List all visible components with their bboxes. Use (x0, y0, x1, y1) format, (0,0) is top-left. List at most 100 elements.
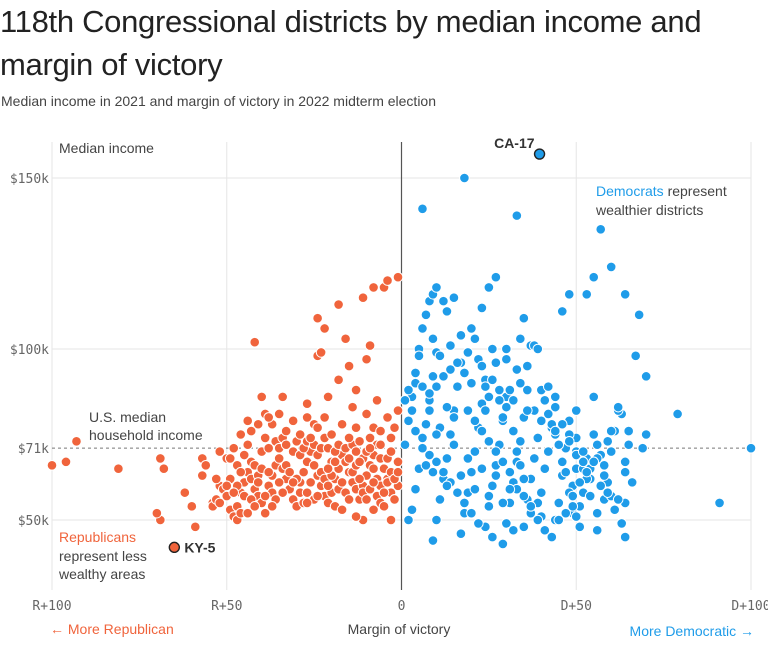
democratic-district-point (427, 371, 439, 382)
democratic-district-point (623, 439, 634, 451)
republican-district-point (343, 360, 355, 372)
democratic-district-point (459, 497, 470, 509)
democratic-district-point (483, 391, 495, 403)
democratic-district-point (501, 353, 512, 365)
democratic-district-point (434, 494, 446, 505)
democratic-district-point (591, 439, 603, 451)
democratic-district-point (410, 483, 421, 495)
democratic-district-point (522, 405, 533, 416)
democratic-district-point (501, 343, 512, 355)
republican-district-point (319, 412, 330, 423)
democratic-district-point (438, 371, 449, 382)
democratic-district-point (452, 381, 463, 392)
democratic-district-point (602, 436, 614, 447)
democratic-district-point (445, 429, 456, 440)
democratic-district-point (515, 436, 526, 447)
democratic-district-point (616, 518, 627, 529)
democratic-district-point (403, 384, 414, 396)
republican-district-point (242, 439, 254, 451)
democratic-district-point (441, 480, 453, 492)
republican-district-point (214, 497, 226, 509)
republican-district-point (333, 374, 344, 386)
democratic-district-point (539, 395, 551, 406)
republican-district-point (179, 487, 191, 498)
x-tick-label: R+50 (211, 599, 242, 614)
republican-district-point (378, 501, 390, 512)
republican-district-point (392, 466, 404, 478)
democratic-district-point (424, 388, 435, 399)
republican-district-point (287, 415, 299, 427)
republican-district-point (343, 432, 355, 444)
democratic-district-point (497, 538, 509, 550)
democratic-district-point (431, 381, 442, 392)
democratic-district-point (448, 412, 460, 423)
democratic-district-point (469, 483, 481, 495)
republican-district-point (263, 466, 274, 478)
democratic-district-point (553, 514, 565, 526)
democratic-district-point (588, 429, 600, 440)
republican-district-point (392, 456, 404, 468)
republican-district-point (249, 336, 261, 348)
republican-district-point (333, 299, 344, 310)
democratic-district-point (459, 367, 470, 379)
democratic-district-point (542, 408, 554, 420)
democratic-district-point (612, 494, 624, 505)
democratic-district-point (609, 504, 620, 516)
democratic-district-point (612, 401, 624, 413)
democratic-district-point (518, 473, 530, 485)
democratic-district-point (480, 405, 491, 416)
democratic-district-point (420, 309, 432, 321)
republican-district-point (263, 412, 274, 423)
democratic-district-point (626, 477, 638, 488)
democratic-district-point (438, 466, 449, 478)
democratic-district-point (619, 456, 631, 468)
republican-district-point (350, 384, 362, 396)
republican-district-point (354, 436, 365, 447)
republican-district-point (301, 497, 313, 509)
democratic-district-point (476, 360, 488, 372)
democratic-district-point (427, 333, 439, 345)
republican-district-point (350, 422, 362, 433)
democratic-district-point (511, 446, 523, 457)
democratic-district-point (508, 395, 519, 406)
republican-district-point (361, 353, 372, 365)
democratic-district-point (476, 302, 488, 314)
democratic-district-point (588, 391, 600, 403)
republican-district-point (245, 425, 257, 437)
republican-district-point (343, 453, 355, 464)
democratic-district-point (494, 384, 505, 396)
democratic-district-point (483, 490, 495, 502)
republican-district-point (284, 466, 295, 478)
democratic-district-point (462, 347, 474, 358)
republican-district-point (158, 463, 170, 475)
y-axis-ticks: $150k $100k $71k $50k (10, 172, 49, 529)
democratic-district-point (518, 490, 530, 502)
democratic-district-point (469, 333, 481, 345)
democratic-district-point (441, 453, 453, 464)
democratic-district-point (504, 384, 516, 396)
republican-district-point (287, 477, 299, 488)
republican-district-point (368, 282, 379, 293)
republican-district-point (214, 446, 226, 457)
democratic-district-point (413, 350, 425, 362)
republican-district-point (354, 456, 365, 468)
democratic-district-point (619, 466, 631, 478)
democratic-district-point (536, 415, 547, 427)
y-tick-label: $100k (10, 343, 49, 358)
republican-district-point (368, 477, 379, 488)
democratic-district-point (399, 439, 411, 451)
democratic-district-point (567, 490, 579, 502)
republican-district-point (389, 422, 400, 433)
republican-district-point (71, 436, 82, 447)
democratic-district-point (553, 497, 565, 509)
democratic-district-point (417, 432, 428, 444)
rep-annotation-line-3: wealthy areas (58, 566, 145, 582)
democratic-district-point (403, 415, 414, 427)
democratic-district-point (410, 367, 421, 379)
republican-district-point (326, 429, 337, 440)
democratic-district-point (487, 343, 498, 355)
x-tick-label: 0 (398, 599, 406, 614)
democratic-district-point (431, 282, 442, 293)
democratic-district-point (455, 330, 467, 341)
